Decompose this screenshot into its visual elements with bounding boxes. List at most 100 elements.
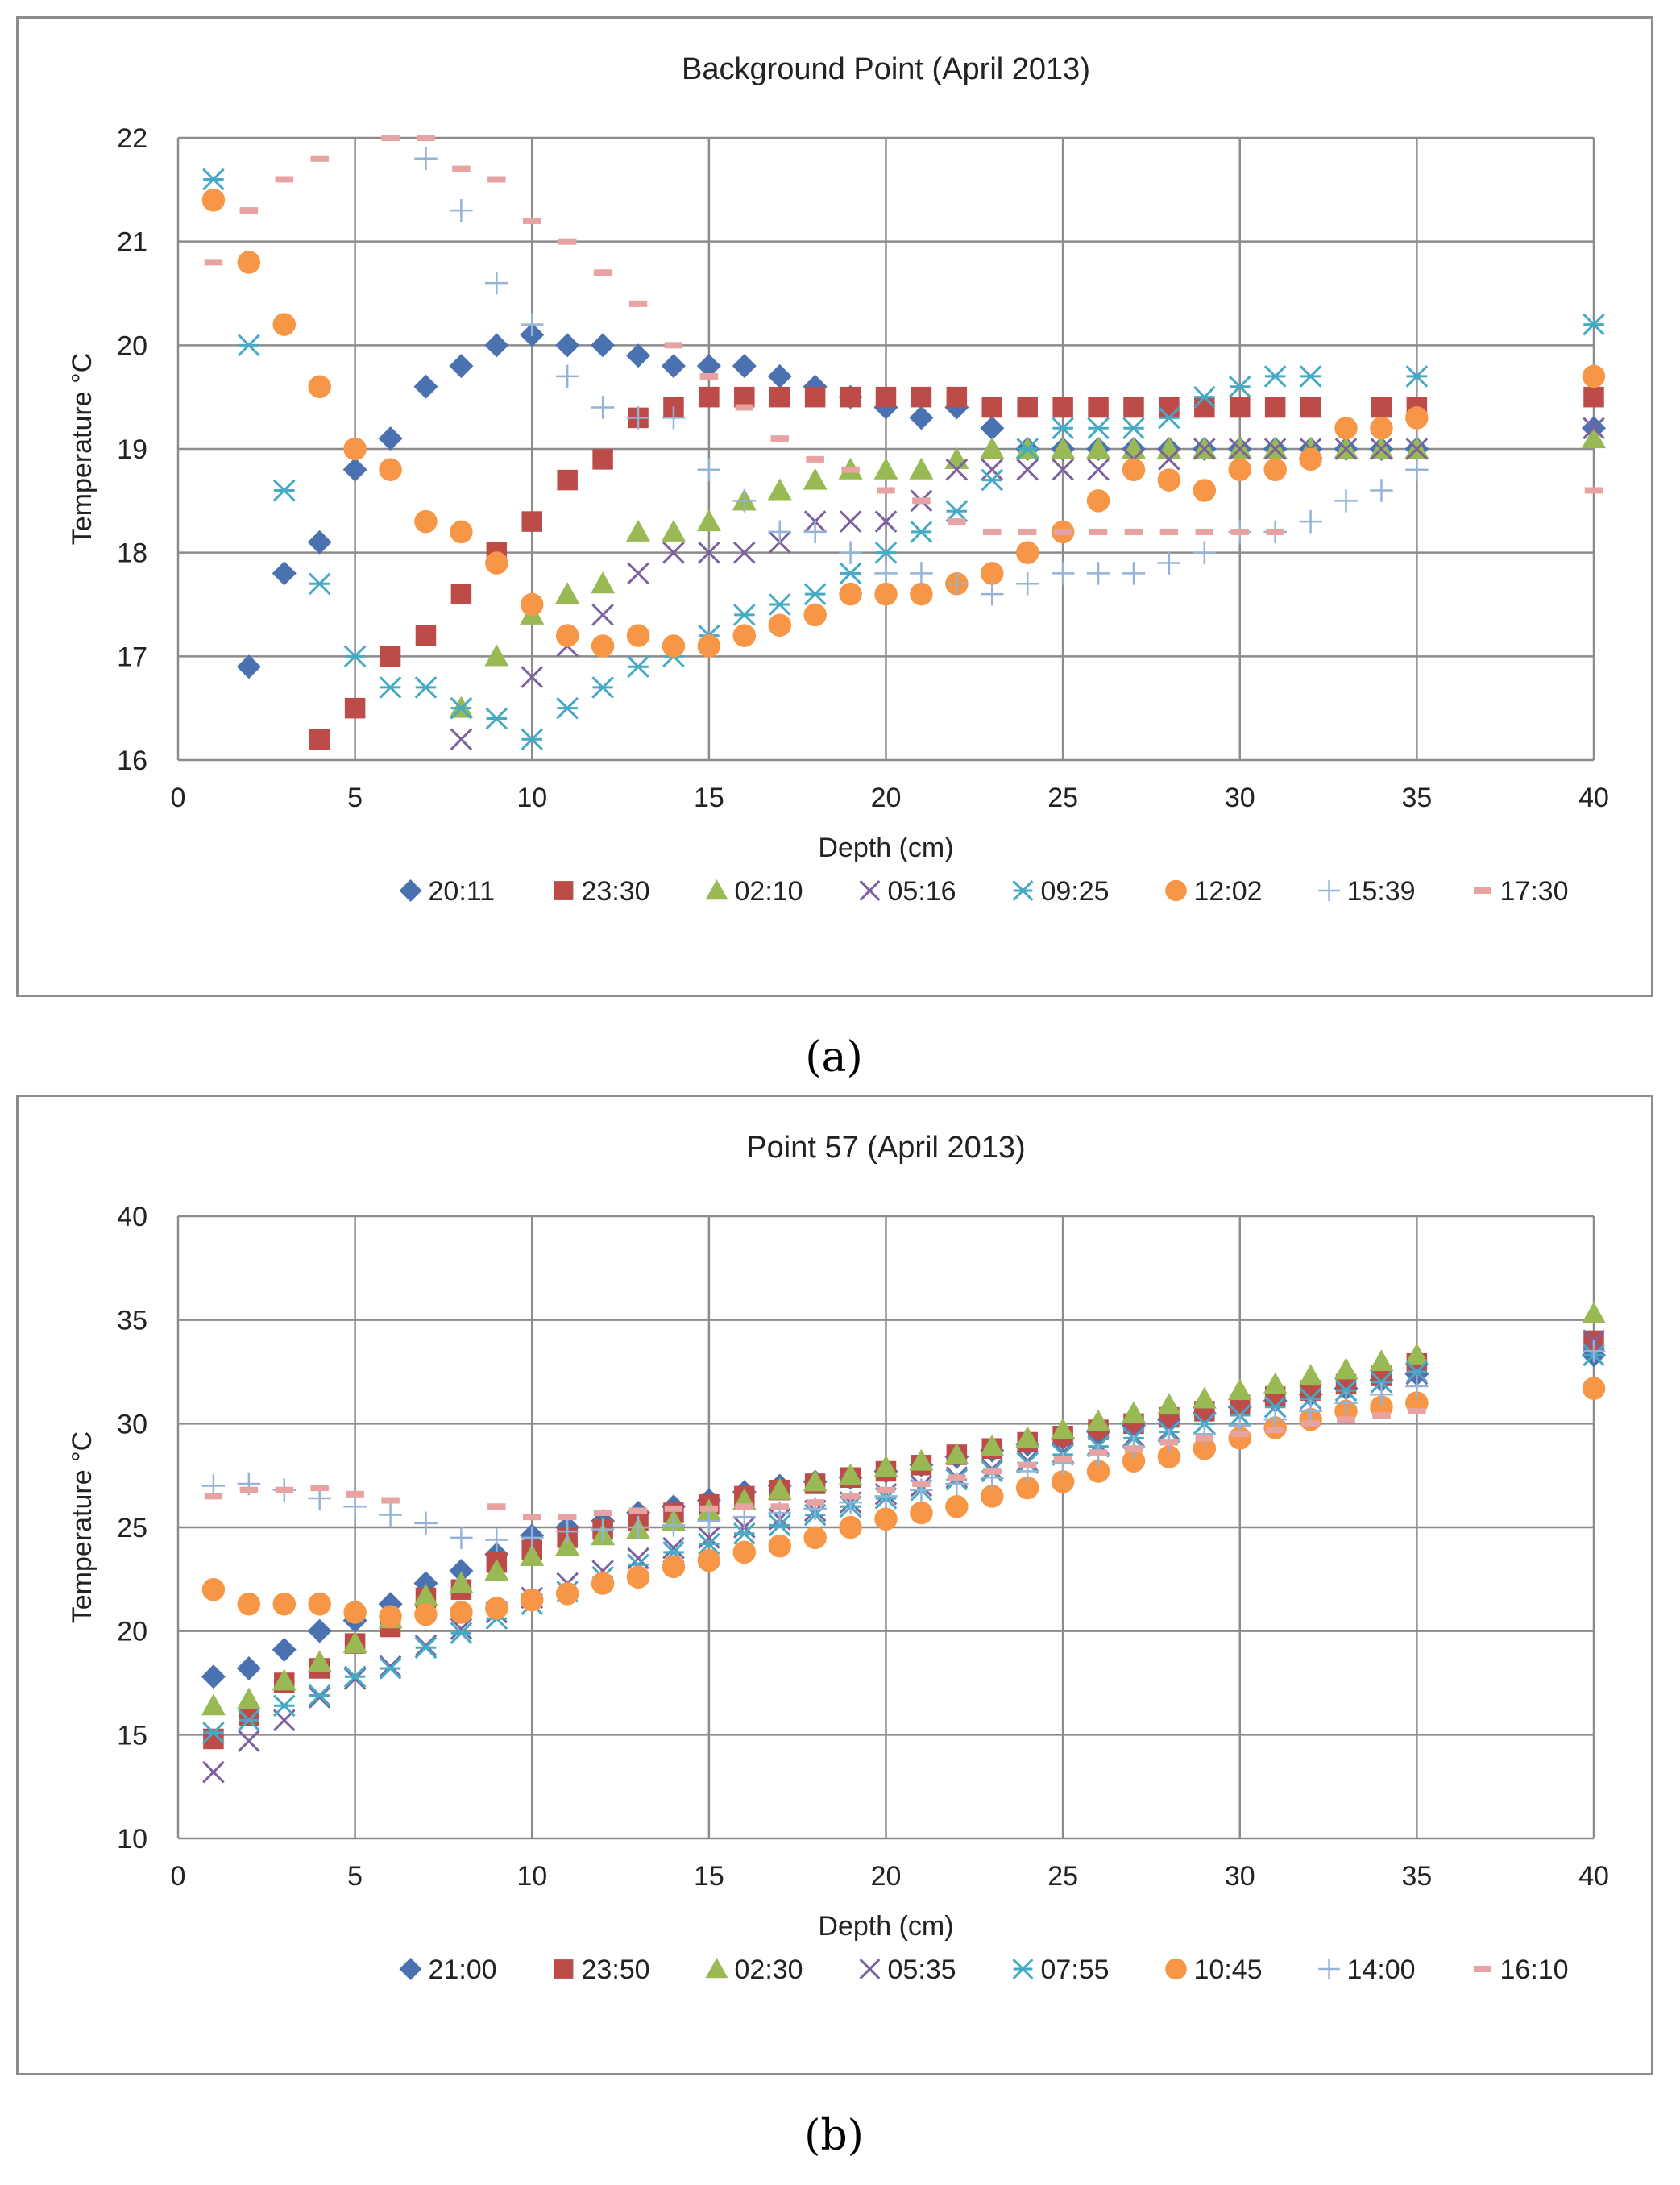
chart-b-point bbox=[236, 1655, 261, 1680]
chart-a-point bbox=[661, 354, 686, 379]
chart-a-point bbox=[239, 207, 259, 214]
chart-b-point bbox=[662, 1536, 685, 1560]
chart-a-point bbox=[1122, 417, 1145, 440]
chart-a-point bbox=[1334, 489, 1358, 513]
chart-b-y-tick-label: 40 bbox=[117, 1202, 147, 1232]
chart-a-point bbox=[877, 487, 895, 494]
chart-a-point bbox=[521, 666, 544, 688]
chart-b-title: Point 57 (April 2013) bbox=[746, 1131, 1025, 1165]
chart-a-point bbox=[1159, 397, 1180, 418]
chart-b-point bbox=[1405, 1360, 1429, 1383]
chart-a-point bbox=[1086, 489, 1110, 513]
chart-b-legend-label: 02:30 bbox=[735, 1954, 803, 1985]
chart-a-point bbox=[981, 582, 1004, 606]
chart-a-point bbox=[1228, 438, 1251, 460]
chart-a-point bbox=[627, 655, 649, 679]
chart-a-point bbox=[555, 333, 580, 358]
chart-b-point bbox=[308, 1592, 331, 1616]
chart-a-point bbox=[1264, 397, 1286, 418]
chart-a-point bbox=[873, 457, 898, 480]
chart-a-point bbox=[1193, 438, 1216, 460]
chart-b-legend-marker bbox=[859, 1959, 881, 1979]
chart-a-point bbox=[840, 386, 861, 408]
chart-a-point bbox=[1405, 365, 1429, 388]
chart-a-point bbox=[557, 469, 578, 491]
chart-b-point bbox=[803, 1526, 827, 1550]
chart-a-point bbox=[734, 386, 755, 408]
chart-a-title: Background Point (April 2013) bbox=[682, 52, 1090, 86]
chart-a-point bbox=[1124, 528, 1143, 535]
chart-b-point bbox=[558, 1514, 577, 1521]
chart-a-point bbox=[768, 593, 791, 616]
chart-a-point bbox=[417, 135, 435, 141]
chart-a-y-tick-label: 20 bbox=[117, 330, 147, 361]
chart-a-point bbox=[1159, 528, 1179, 535]
chart-b-point bbox=[591, 1572, 615, 1595]
chart-a-point bbox=[1015, 572, 1039, 596]
chart-b-point bbox=[874, 1507, 898, 1531]
chart-b-point bbox=[699, 1505, 719, 1512]
chart-b-point bbox=[201, 1664, 226, 1689]
chart-a-point bbox=[1123, 397, 1144, 418]
chart-b-legend-marker bbox=[1318, 1958, 1340, 1980]
chart-a-point bbox=[769, 386, 790, 408]
chart-b-point bbox=[521, 1526, 544, 1550]
chart-a-point bbox=[237, 251, 261, 274]
chart-b-point bbox=[342, 1631, 367, 1654]
chart-a-point bbox=[591, 571, 616, 594]
chart-b-point bbox=[877, 1486, 895, 1493]
chart-b-point bbox=[591, 1518, 615, 1541]
chart-a-point bbox=[593, 269, 612, 276]
chart-b-point bbox=[275, 1486, 294, 1493]
chart-a-point bbox=[1017, 397, 1038, 418]
chart-a-point bbox=[310, 155, 329, 162]
chart-b-point bbox=[1156, 1393, 1181, 1415]
chart-a-point bbox=[555, 624, 579, 647]
chart-b-point bbox=[1227, 1378, 1252, 1401]
chart-a-point bbox=[378, 426, 403, 451]
chart-a-point bbox=[1405, 438, 1429, 460]
chart-a-point bbox=[1193, 385, 1216, 409]
chart-b-point bbox=[767, 1477, 792, 1500]
chart-a-point bbox=[874, 562, 898, 585]
chart-a-legend-label: 12:02 bbox=[1194, 876, 1263, 907]
chart-a-point bbox=[662, 634, 686, 658]
chart-a-point bbox=[768, 520, 791, 544]
chart-b-legend-label: 14:00 bbox=[1347, 1954, 1416, 1985]
chart-a-legend-marker bbox=[1318, 879, 1340, 902]
chart-a-series-1730 bbox=[204, 135, 1603, 535]
chart-b-point bbox=[201, 1693, 226, 1716]
chart-b-point bbox=[484, 1559, 509, 1581]
chart-a-legend-label: 17:30 bbox=[1500, 876, 1569, 907]
chart-b-y-tick-label: 25 bbox=[117, 1513, 147, 1543]
chart-a-point bbox=[803, 583, 827, 605]
chart-a-x-tick-label: 20 bbox=[871, 783, 902, 813]
chart-b-point bbox=[1015, 1476, 1039, 1500]
chart-a-legend-marker bbox=[705, 879, 728, 900]
chart-b-point bbox=[204, 1493, 223, 1500]
chart-a-point bbox=[450, 696, 473, 720]
chart-a-point bbox=[1195, 528, 1214, 535]
chart-a-point bbox=[732, 604, 756, 626]
chart-b-point bbox=[698, 1532, 720, 1556]
chart-a-point bbox=[1405, 406, 1429, 430]
chart-b-point bbox=[873, 1455, 898, 1477]
chart-a-point bbox=[983, 528, 1002, 535]
chart-b-point bbox=[236, 1687, 261, 1709]
chart-b-legend-marker bbox=[1012, 1959, 1034, 1979]
chart-a-point bbox=[910, 521, 933, 543]
chart-b-point bbox=[1121, 1401, 1146, 1423]
chart-b-point bbox=[735, 1503, 754, 1510]
chart-b-series-2350 bbox=[203, 1330, 1604, 1750]
chart-a-point bbox=[236, 654, 261, 679]
chart-b-point bbox=[414, 1634, 438, 1657]
chart-b-point bbox=[662, 1555, 686, 1579]
chart-b-point bbox=[308, 1686, 331, 1709]
chart-a-point bbox=[379, 676, 402, 699]
chart-b-point bbox=[1369, 1349, 1394, 1372]
chart-a-point bbox=[1228, 375, 1251, 398]
chart-b-series-0535 bbox=[202, 1329, 1605, 1784]
chart-a-point bbox=[1584, 487, 1603, 494]
chart-a-point bbox=[521, 592, 544, 617]
chart-b-legend-label: 07:55 bbox=[1041, 1954, 1110, 1985]
